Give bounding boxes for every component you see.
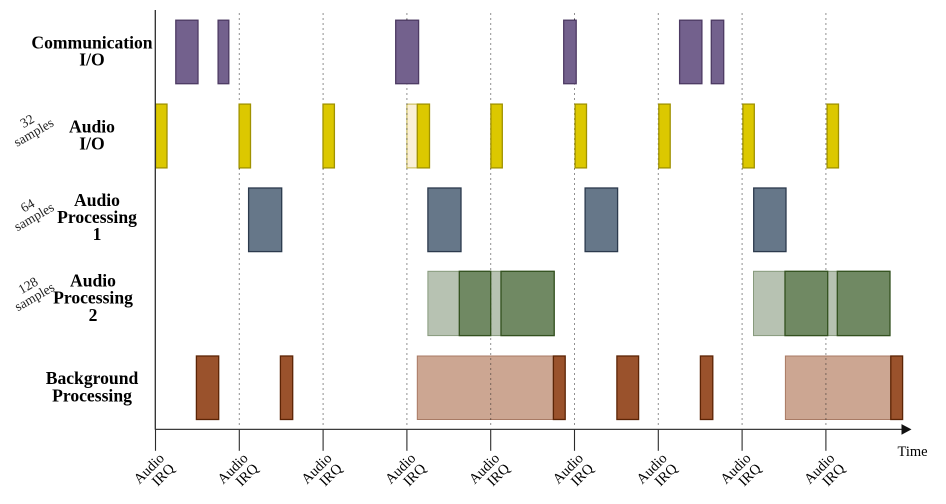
svg-text:Processing: Processing — [57, 207, 137, 227]
svg-text:Communication: Communication — [31, 33, 152, 53]
svg-text:Time: Time — [898, 444, 928, 460]
svg-text:Audio: Audio — [70, 271, 116, 291]
svg-text:1: 1 — [93, 224, 102, 244]
svg-text:I/O: I/O — [79, 134, 104, 154]
svg-text:Processing: Processing — [53, 288, 133, 308]
svg-text:32: 32 — [18, 111, 37, 131]
svg-text:I/O: I/O — [79, 50, 104, 70]
svg-text:Processing: Processing — [52, 385, 132, 405]
svg-text:Background: Background — [46, 368, 139, 388]
svg-text:Audio: Audio — [69, 117, 115, 137]
svg-text:2: 2 — [89, 305, 98, 325]
svg-text:Audio: Audio — [74, 190, 120, 210]
